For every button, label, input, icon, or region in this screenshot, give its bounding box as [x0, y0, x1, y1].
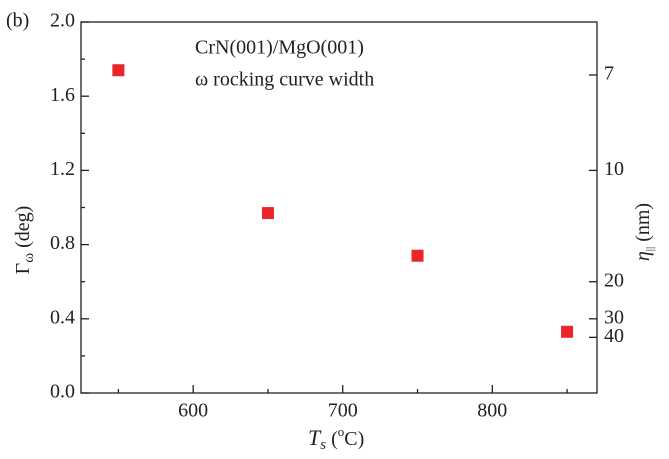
- x-axis-label-part: C): [344, 428, 364, 450]
- x-tick-label: 600: [178, 400, 208, 422]
- y2-axis-label: η|| (nm): [632, 203, 656, 261]
- point: [561, 325, 574, 338]
- panel-label: (b): [6, 10, 29, 32]
- y-axis-label-part: ω: [21, 253, 37, 263]
- y-tick-label: 1.6: [50, 84, 75, 106]
- x-axis-label-part: T: [308, 425, 322, 450]
- x-axis-label-part: o: [338, 424, 345, 439]
- y-tick-label: 0.8: [50, 232, 75, 254]
- y-axis-label-part: Γ: [12, 263, 34, 275]
- annotation: ω rocking curve width: [195, 69, 374, 91]
- x-axis-label-part: s: [320, 437, 326, 453]
- point: [411, 249, 424, 262]
- y-axis-label: Γω (deg): [12, 206, 38, 275]
- x-tick-label: 700: [328, 400, 358, 422]
- x-tick-label: 800: [477, 400, 507, 422]
- point: [261, 207, 274, 220]
- y-tick-label: 0.4: [50, 306, 75, 328]
- y2-axis-label-part: η: [632, 251, 654, 261]
- point: [112, 64, 125, 77]
- y-tick-label: 0.0: [50, 381, 75, 403]
- y-axis-label-part: (deg): [12, 206, 34, 253]
- y-tick-label: 2.0: [50, 10, 75, 32]
- y2-tick-label: 30: [604, 306, 624, 328]
- y2-tick-label: 7: [604, 63, 614, 85]
- y2-tick-label: 40: [604, 325, 624, 347]
- y2-tick-label: 10: [604, 158, 624, 180]
- y2-axis-label-part: ||: [644, 247, 656, 251]
- y2-axis-label-part: (nm): [632, 203, 654, 247]
- x-axis-label: Ts (oC): [308, 424, 364, 453]
- y-tick-label: 1.2: [50, 158, 75, 180]
- y2-tick-label: 20: [604, 269, 624, 291]
- annotation: CrN(001)/MgO(001): [195, 37, 364, 59]
- x-axis-label-part: (: [326, 428, 338, 450]
